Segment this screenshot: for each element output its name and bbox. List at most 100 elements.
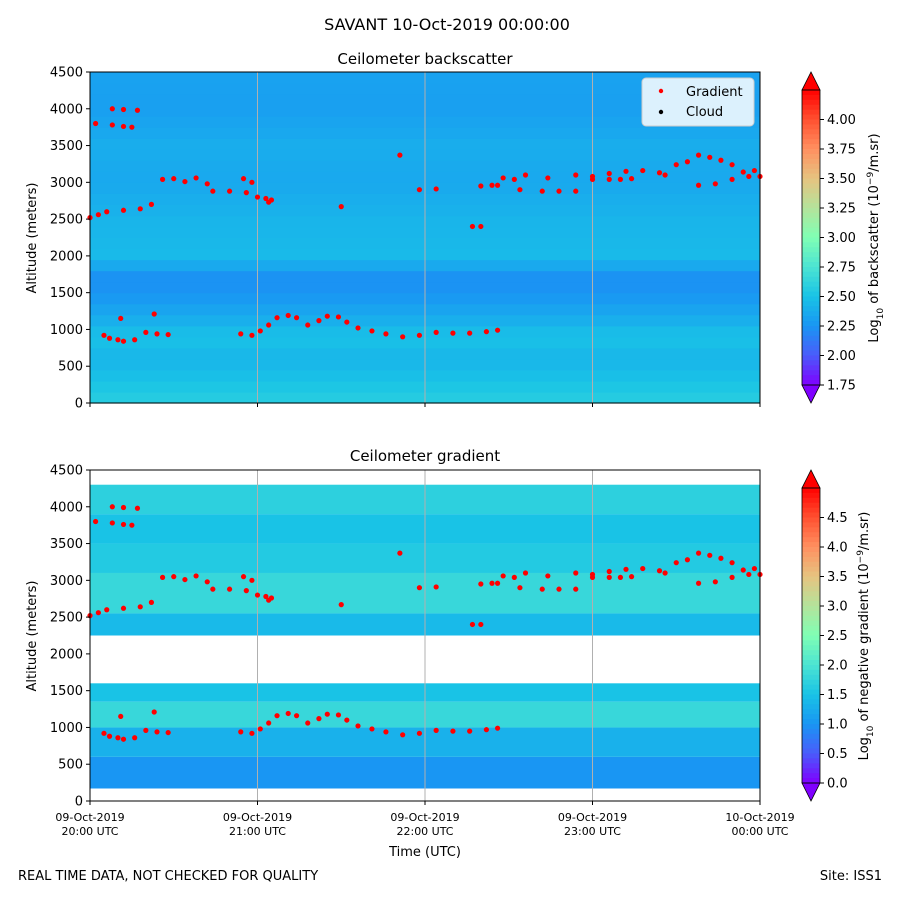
gradient-point [243,588,249,594]
colorbar-segment [802,610,820,617]
colorbar1-label: Log10 of backscatter (10−9/m.sr) [866,133,886,342]
colorbar-segment [802,365,820,371]
gradient-point [469,621,476,628]
colorbar-segment [802,650,820,656]
colorbar-segment [802,173,820,180]
gradient-point [249,179,255,185]
gradient-point [120,338,127,344]
colorbar-segment [802,660,820,666]
colorbar-extend-bottom [801,782,821,802]
gradient-point [143,329,149,335]
y-tick-label: 2000 [50,647,83,662]
colorbar-segment [802,311,820,317]
gradient-point [494,182,501,188]
panel2-y-ticks: 0 500 1000 1500 2000 2500 3000 3500 4000 4500 [50,464,90,810]
y-tick-label: 1000 [50,323,83,338]
gradient-point [589,574,596,580]
gradient-point [369,726,375,732]
colorbar-segment [802,276,820,283]
colorbar-segment [802,778,820,784]
panel1-gradient-points [87,106,763,344]
x-tick-label-date: 09-Oct-2019 [558,811,627,824]
colorbar2-label-prefix: Log [857,737,872,760]
gradient-point [120,504,127,511]
gradient-point [623,566,629,572]
colorbar-tick-label: 2.25 [827,320,856,335]
gradient-point [120,605,127,611]
colorbar-tick-label: 1.75 [827,379,856,394]
y-tick-label: 3500 [50,139,83,154]
gradient-point [573,586,579,592]
gradient-point [101,730,107,736]
gradient-point [489,182,495,188]
colorbar1-label-mid: of backscatter (10 [867,185,882,308]
gradient-point [171,176,177,182]
gradient-point [729,560,735,566]
gradient-point [433,186,439,192]
gradient-point [628,176,635,182]
gradient-point [500,175,506,181]
y-tick-label: 500 [58,360,83,375]
y-tick-label: 4500 [50,464,83,479]
x-tick-label-time: 00:00 UTC [731,825,788,838]
colorbar-segment [802,330,820,337]
gradient-point [433,329,439,335]
gradient-point [746,173,752,180]
footer-disclaimer: REAL TIME DATA, NOT CHECKED FOR QUALITY [18,869,319,884]
gradient-point [640,167,646,174]
gradient-point [106,733,113,739]
gradient-point [182,576,188,583]
gradient-point [92,518,99,525]
gradient-point [159,574,166,580]
colorbar-segment [802,193,820,199]
y-tick-label: 2500 [50,611,83,626]
colorbar-segment [802,758,820,764]
gradient-point [400,334,406,340]
gradient-point [383,331,389,337]
y-tick-label: 500 [58,758,83,773]
gradient-point [656,170,663,176]
colorbar-segment [802,237,820,244]
gradient-point [210,188,216,194]
gradient-point [266,199,272,205]
y-tick-label: 3000 [50,574,83,589]
gradient-point [132,735,138,741]
gradient-point [556,586,562,592]
gradient-point [433,584,439,590]
gradient-point [433,727,439,733]
gradient-point [729,162,735,168]
colorbar-segment [802,139,820,145]
colorbar-gradient: 0.0 0.5 1.0 1.5 2.0 2.5 3.0 3.5 4.0 4.5 [801,469,848,802]
gradient-point [120,106,127,113]
colorbar2-label-sup: −9 [856,550,866,564]
gradient-point [95,212,101,218]
colorbar-segment [802,532,820,538]
y-tick-label: 3500 [50,537,83,552]
gradient-point [606,176,612,182]
gradient-point [606,568,612,575]
colorbar-segment [802,694,820,701]
colorbar-tick-label: 2.00 [827,349,856,364]
colorbar-segment [802,163,820,170]
gradient-point [662,570,668,576]
colorbar-segment [802,581,820,587]
colorbar-segment [802,306,820,312]
gradient-point [494,725,501,731]
colorbar-segment [802,517,820,524]
gradient-point [718,157,724,163]
colorbar-segment [802,620,820,627]
panel1-y-label: Altitude (meters) [25,183,40,294]
gradient-point [500,573,506,579]
colorbar-segment [802,669,820,676]
gradient-point [109,106,115,112]
colorbar-segment [802,326,820,332]
colorbar-segment [802,114,820,121]
gradient-point [95,610,101,616]
gradient-point [511,574,517,580]
colorbar-segment [802,227,820,234]
colorbar-segment [802,321,820,327]
gradient-point [344,319,350,325]
gradient-point [718,555,724,561]
panel1-title: Ceilometer backscatter [337,50,513,68]
gradient-point [263,195,269,202]
